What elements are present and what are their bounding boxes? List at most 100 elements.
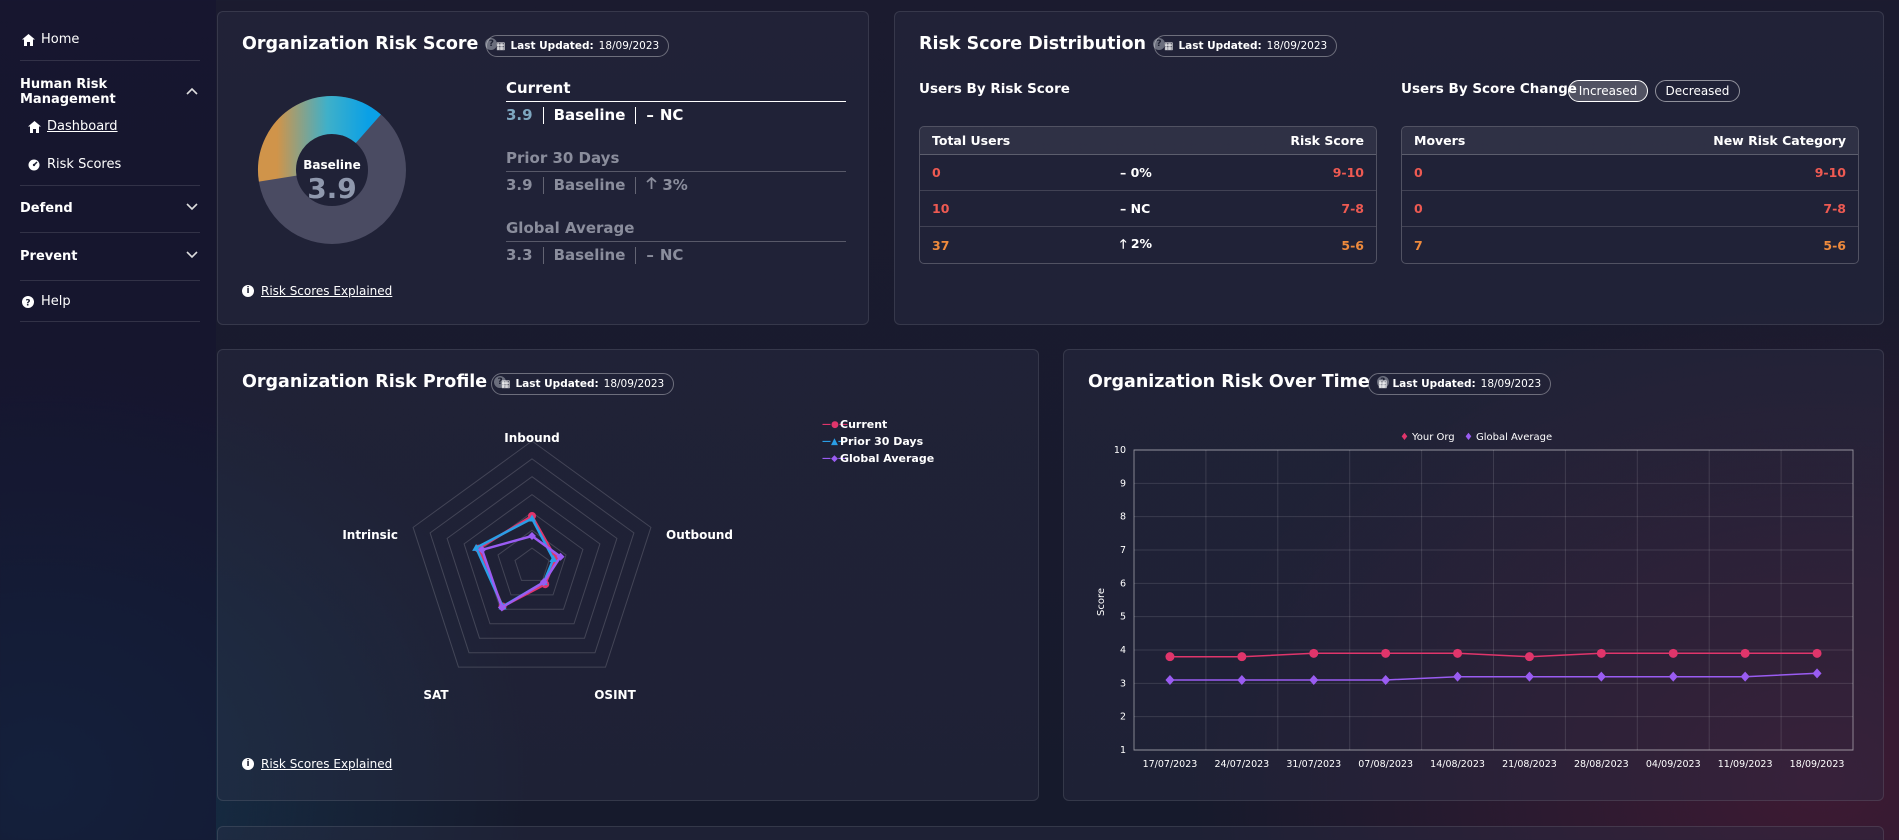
legend-marker-icon: —●—	[822, 419, 848, 430]
divider	[542, 106, 544, 124]
sidebar-item-label: Defend	[20, 201, 73, 216]
column-header: Risk Score	[1290, 133, 1364, 148]
calendar-icon: ▦	[1164, 40, 1174, 52]
movers-cell: 0	[1414, 165, 1423, 180]
radar-point	[528, 532, 536, 540]
line-point	[1237, 652, 1247, 662]
sidebar-item-prevent[interactable]: Prevent	[20, 249, 200, 264]
table-row: 0 7-8	[1402, 191, 1858, 227]
no-change-dash: –	[646, 246, 654, 264]
line-point	[1165, 652, 1175, 662]
risk-category-cell: 9-10	[1814, 165, 1846, 180]
card-title-text: Organization Risk Score	[242, 34, 479, 54]
last-updated-date: 18/09/2023	[1480, 378, 1542, 390]
sidebar-item-human-risk-management[interactable]: Human Risk Management	[20, 77, 200, 107]
line-point	[1309, 675, 1319, 685]
last-updated-badge: ▦ Last Updated: 18/09/2023	[491, 373, 675, 395]
radar-grid-ring	[497, 529, 567, 596]
global-row: 3.3 Baseline – NC	[506, 246, 683, 264]
risk-scores-explained-link[interactable]: i Risk Scores Explained	[242, 284, 392, 298]
radar-series-line	[476, 514, 558, 609]
next-section-card	[217, 826, 1884, 840]
sidebar-item-defend[interactable]: Defend	[20, 201, 200, 216]
sidebar-item-label: Prevent	[20, 249, 78, 264]
calendar-icon: ▦	[496, 40, 506, 52]
prior-change: 3%	[662, 176, 688, 194]
legend-item-your-org[interactable]: ♦ Your Org	[1400, 432, 1455, 443]
prior-baseline: Baseline	[553, 176, 626, 194]
line-point	[1381, 675, 1391, 685]
sidebar-item-risk-scores[interactable]: Risk Scores	[26, 157, 206, 172]
home-icon	[26, 120, 42, 133]
total-users-cell: 37	[932, 237, 950, 253]
sidebar-item-home[interactable]: Home	[20, 32, 200, 47]
donut-value-arc	[258, 96, 381, 182]
radar-axis-label: SAT	[423, 688, 449, 702]
divider	[506, 241, 846, 242]
last-updated-badge: ▦ Last Updated: 18/09/2023	[486, 35, 670, 57]
change-cell: – NC	[1120, 201, 1151, 216]
plot-area	[1133, 449, 1854, 751]
line-point	[1740, 671, 1750, 682]
change-cell: 🡑 2%	[1120, 235, 1153, 251]
legend-item-prior[interactable]: —▲— Prior 30 Days	[822, 435, 923, 448]
divider	[506, 101, 846, 102]
risk-score-cell: 9-10	[1332, 165, 1364, 180]
radar-grid-ring	[429, 458, 635, 654]
increased-toggle[interactable]: Increased	[1568, 80, 1648, 102]
sidebar-item-dashboard[interactable]: Dashboard	[26, 119, 206, 134]
no-change-dash: –	[646, 106, 654, 124]
x-tick-label: 18/09/2023	[1790, 759, 1845, 770]
table-header: Movers New Risk Category	[1402, 127, 1858, 155]
users-by-risk-score-heading: Users By Risk Score	[919, 81, 1070, 97]
sidebar-item-label: Help	[41, 294, 71, 309]
y-tick-label: 10	[1114, 445, 1126, 456]
risk-over-time-title: Organization Risk Over Time ?	[1088, 372, 1389, 392]
legend-label: Prior 30 Days	[840, 435, 924, 448]
risk-scores-explained-link[interactable]: i Risk Scores Explained	[242, 757, 392, 771]
last-updated-label: Last Updated:	[510, 40, 594, 52]
line-series	[1170, 652, 1817, 658]
y-tick-label: 5	[1120, 612, 1126, 623]
divider	[635, 106, 637, 124]
legend-item-current[interactable]: —●— Current	[822, 418, 887, 431]
x-tick-label: 07/08/2023	[1358, 759, 1413, 770]
decreased-toggle[interactable]: Decreased	[1655, 80, 1740, 102]
line-point	[1596, 648, 1606, 658]
risk-score-cell: 5-6	[1341, 237, 1364, 253]
legend-label: Global Average	[840, 452, 935, 465]
current-row: 3.9 Baseline – NC	[506, 106, 683, 124]
home-icon	[20, 33, 36, 46]
gauge-icon	[26, 159, 42, 171]
legend-marker-icon: —▲—	[822, 436, 847, 447]
y-tick-label: 8	[1120, 512, 1126, 523]
divider	[542, 176, 544, 194]
legend-item-global-average[interactable]: ♦ Global Average	[1464, 432, 1552, 443]
legend-label: Current	[840, 418, 888, 431]
calendar-icon: ▦	[1378, 378, 1388, 390]
y-tick-label: 4	[1120, 645, 1126, 656]
y-tick-label: 6	[1120, 578, 1126, 589]
info-icon: i	[242, 285, 254, 297]
help-icon[interactable]: ?	[1376, 376, 1389, 388]
line-point	[1381, 648, 1391, 658]
radar-point	[539, 578, 548, 587]
x-tick-label: 04/09/2023	[1646, 759, 1701, 770]
sidebar: Home Human Risk Management Dashboard Ris…	[0, 0, 216, 840]
radar-grid-ring	[446, 476, 618, 639]
info-icon: i	[242, 758, 254, 770]
sidebar-item-help[interactable]: ? Help	[20, 294, 200, 309]
card-title-text: Risk Score Distribution	[919, 34, 1146, 54]
chevron-up-icon	[186, 87, 198, 98]
current-change: NC	[659, 106, 684, 124]
table-header: Total Users Risk Score	[920, 127, 1376, 155]
radar-axis-label: Inbound	[504, 431, 560, 445]
prior-label: Prior 30 Days	[506, 149, 620, 167]
users-by-risk-score-table: Total Users Risk Score 0 – 0% 9-10 10 – …	[919, 126, 1377, 264]
risk-over-time-line-chart: Score 1 2 3 4 5 6 7 8 9 10 17/07/2023 24/07/2023 31/…	[1096, 445, 1854, 770]
risk-score-distribution-card: Risk Score Distribution ? ▦ Last Updated…	[894, 11, 1884, 325]
current-label: Current	[506, 79, 571, 97]
legend-label: Your Org	[1411, 432, 1455, 443]
column-header: Movers	[1414, 133, 1466, 148]
legend-item-global[interactable]: —◆— Global Average	[822, 452, 934, 465]
